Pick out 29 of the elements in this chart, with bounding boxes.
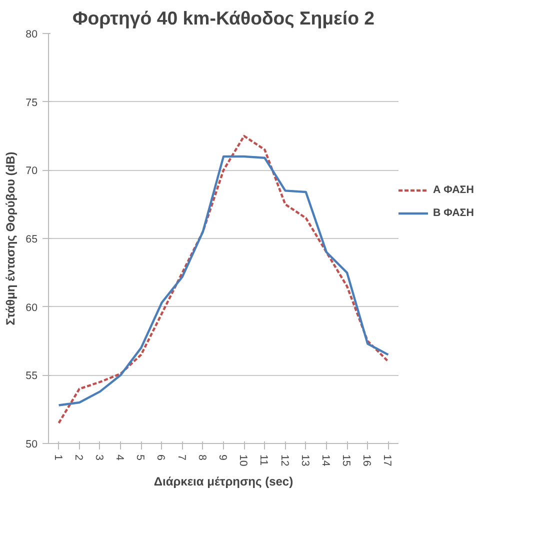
x-tick-label: 1 (52, 454, 64, 460)
legend-label: Α ΦΑΣΗ (433, 184, 474, 196)
x-tick-label: 3 (92, 454, 105, 460)
x-tick-label: 11 (258, 454, 270, 466)
x-tick-label: 10 (237, 454, 250, 466)
x-tick-label: 8 (196, 454, 208, 460)
y-tick-label: 80 (26, 28, 38, 40)
y-tick-label: 60 (26, 302, 38, 314)
x-tick-label: 5 (134, 454, 146, 460)
y-axis-title: Στάθμη έντασης Θορύβου (dB) (4, 152, 18, 326)
x-axis-title: Διάρκεια μέτρησης (sec) (154, 474, 294, 488)
x-tick-label: 16 (360, 454, 373, 466)
y-tick-label: 70 (26, 165, 38, 178)
x-tick-label: 7 (175, 454, 188, 460)
y-tick-label: 50 (26, 438, 38, 450)
x-tick-label: 6 (154, 454, 167, 460)
x-tick-label: 9 (216, 454, 228, 460)
x-tick-label: 2 (72, 454, 84, 460)
x-tick-label: 17 (381, 454, 394, 466)
y-tick-label: 75 (26, 96, 38, 109)
x-tick-label: 15 (340, 454, 352, 466)
x-tick-label: 13 (298, 454, 311, 466)
chart-title: Φορτηγό 40 km-Κάθοδος Σημείο 2 (72, 8, 375, 28)
y-tick-label: 65 (26, 234, 38, 246)
x-tick-label: 12 (278, 454, 290, 466)
x-tick-label: 4 (114, 454, 126, 460)
legend-label: Β ΦΑΣΗ (433, 207, 474, 219)
x-tick-label: 14 (319, 454, 332, 466)
y-tick-label: 55 (26, 370, 38, 382)
